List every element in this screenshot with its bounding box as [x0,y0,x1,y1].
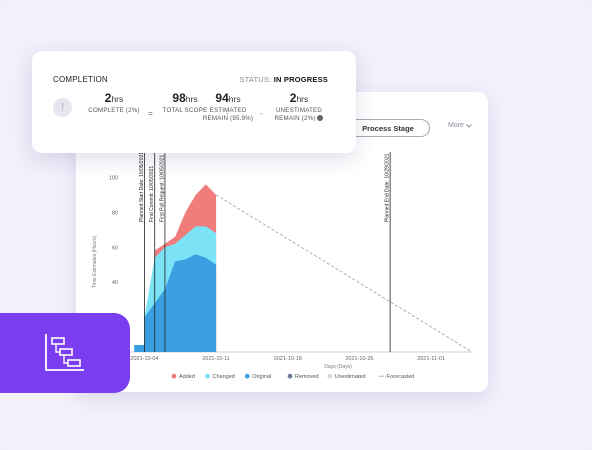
marker-label: First Commit: 10/05/2021 [149,166,155,222]
metric-unestimated-remain: 2hrs UNESTIMATED REMAIN (2%) [264,91,334,122]
metric-label: REMAIN (2%) [274,114,316,122]
metric-label: UNESTIMATED [275,107,323,114]
metric-total-scope: 98hrs TOTAL SCOPE [142,91,228,115]
legend-label: Changed [213,374,235,380]
legend-label: Added [179,374,195,380]
legend-swatch [171,373,177,379]
y-tick-label: 80 [112,210,118,216]
completion-card: COMPLETION STATUS: IN PROGRESS ! 2hrs CO… [32,51,356,153]
metric-unit: hrs [185,94,198,104]
more-dropdown[interactable]: More [448,122,472,129]
metric-value: 2 [104,91,112,105]
metric-value: 2 [289,91,297,105]
x-axis-label: Days (Days) [324,364,352,370]
metric-unit: hrs [296,94,309,104]
legend-swatch [287,373,293,379]
x-tick-label: 2021-10-18 [274,356,302,362]
forecast-line [215,194,473,353]
burndown-chart: 40 60 80 100 Time Estimates (Hours) 2021-10-0… [92,152,473,380]
status-indicator: STATUS: IN PROGRESS [239,75,328,84]
status-label: STATUS: [239,75,272,84]
legend-label: Removed [295,374,319,380]
more-label: More [448,122,464,129]
legend-swatch [244,373,250,379]
minus-operator: - [260,109,263,118]
marker-label: Planned End Date: 10/29/2021 [385,153,391,222]
y-axis-label: Time Estimates (Hours) [92,236,98,289]
x-tick-label: 2021-11-01 [417,356,445,362]
marker-label: Planned Start Date: 10/05/2021 [139,152,145,222]
metric-unit: hrs [228,94,241,104]
legend-label: Original [252,374,271,380]
metric-value: 94 [215,91,229,105]
marker-label: First Pull Request: 10/05/2021 [159,155,165,222]
legend-swatch [327,373,333,379]
x-tick-label: 2021-10-11 [202,356,230,362]
metric-complete: 2hrs COMPLETE (2%) [80,91,148,115]
chevron-down-icon [466,123,472,128]
metric-label: ESTIMATED [209,107,247,114]
equals-operator: = [148,109,153,118]
metric-label: TOTAL SCOPE [162,107,208,114]
exclamation-icon: ! [53,98,72,117]
metric-unit: hrs [111,94,124,104]
feature-badge [0,313,130,393]
y-tick-label: 60 [112,245,118,251]
metric-estimated-remain: 94hrs ESTIMATED REMAIN (95.9%) [192,91,264,122]
completion-title: COMPLETION [53,75,108,84]
legend-swatch [205,373,210,379]
x-tick-label: 2021-10-04 [130,356,158,362]
metric-label: REMAIN (95.9%) [202,114,254,122]
gantt-chart-icon [45,334,84,371]
x-tick-label: 2021-10-25 [345,356,373,362]
legend-label: Forecasted [387,374,415,380]
y-tick-label: 100 [109,175,118,181]
status-value: IN PROGRESS [273,75,328,84]
minus-operator: - [226,109,229,118]
help-icon[interactable] [317,114,324,121]
metric-value: 98 [172,91,186,105]
y-tick-label: 40 [112,280,118,286]
metric-label: COMPLETE (2%) [88,107,140,114]
metric-label-with-help: REMAIN (2%) [264,114,334,123]
area-original [134,254,217,352]
legend-label: Unestimated [335,374,366,380]
